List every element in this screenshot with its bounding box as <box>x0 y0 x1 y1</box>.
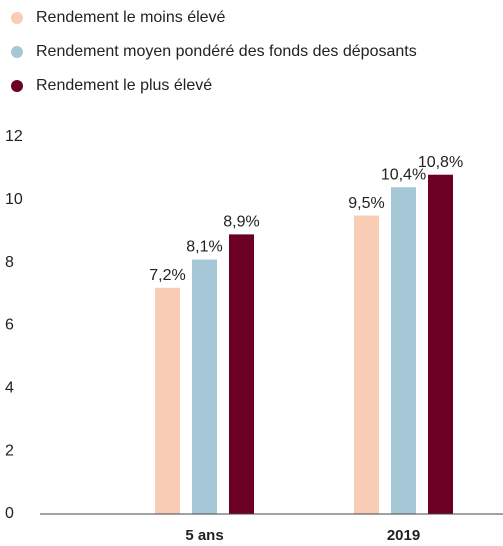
y-tick-label: 12 <box>5 128 23 145</box>
bar <box>391 187 416 514</box>
bar <box>229 234 254 514</box>
legend-marker <box>11 80 23 92</box>
bar <box>428 174 453 514</box>
y-tick-label: 10 <box>5 191 23 208</box>
bar <box>155 287 180 514</box>
value-label: 8,9% <box>223 214 259 231</box>
legend-label: Rendement le plus élevé <box>36 77 212 94</box>
legend-label: Rendement moyen pondéré des fonds des dé… <box>36 43 417 60</box>
legend-label: Rendement le moins élevé <box>36 9 226 26</box>
x-tick-label: 2019 <box>387 527 420 544</box>
value-label: 8,1% <box>186 239 222 256</box>
y-tick-label: 2 <box>5 442 14 459</box>
y-tick-label: 8 <box>5 254 14 271</box>
y-tick-label: 0 <box>5 505 14 522</box>
value-label: 7,2% <box>149 267 185 284</box>
bar <box>354 215 379 514</box>
y-tick-label: 6 <box>5 317 14 334</box>
value-label: 9,5% <box>348 195 384 212</box>
value-label: 10,4% <box>381 166 426 183</box>
y-tick-label: 4 <box>5 380 14 397</box>
bar <box>192 259 217 514</box>
legend-marker <box>11 12 23 24</box>
x-tick-label: 5 ans <box>185 527 223 544</box>
legend-marker <box>11 46 23 58</box>
value-label: 10,8% <box>418 154 463 171</box>
